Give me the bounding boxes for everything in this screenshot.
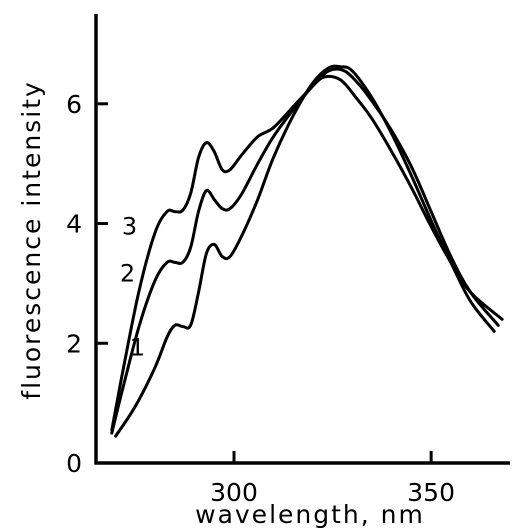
y-tick-label: 4 bbox=[66, 210, 82, 239]
y-tick-label: 6 bbox=[66, 90, 82, 119]
x-tick-label: 350 bbox=[407, 478, 455, 507]
series-3-line bbox=[110, 74, 504, 432]
y-tick-label: 0 bbox=[66, 449, 82, 478]
series-2-line bbox=[110, 67, 500, 435]
series-1-label: 1 bbox=[130, 333, 145, 361]
series-1-line bbox=[114, 64, 496, 438]
x-axis-ticks: 300 350 bbox=[210, 451, 455, 507]
x-tick-label: 300 bbox=[210, 478, 258, 507]
series-2-label: 2 bbox=[120, 260, 135, 288]
series-3-label: 3 bbox=[122, 213, 137, 241]
x-axis-title: wavelength, nm bbox=[195, 500, 425, 529]
y-tick-label: 2 bbox=[66, 329, 82, 358]
axes-frame bbox=[94, 14, 510, 465]
y-axis-ticks: 0 2 4 6 bbox=[66, 90, 108, 478]
series-labels: 1 2 3 bbox=[120, 213, 145, 362]
y-axis-title: fluorescence intensity bbox=[17, 80, 46, 399]
series-group bbox=[110, 64, 504, 438]
